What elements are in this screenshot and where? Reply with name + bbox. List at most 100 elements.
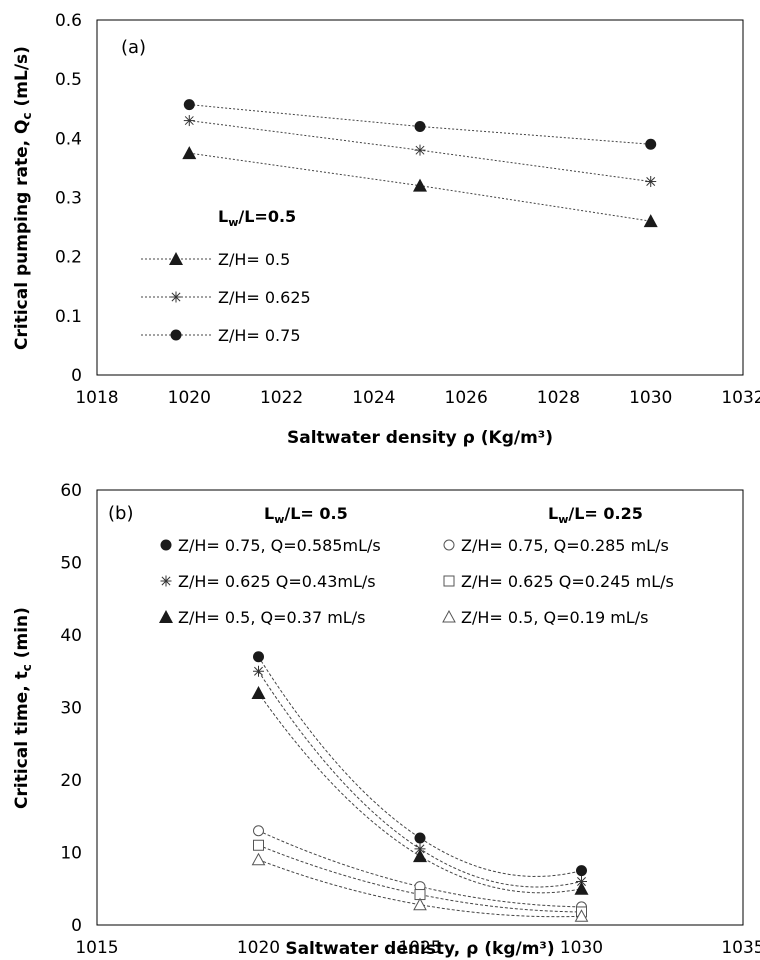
chart-a-legend-title: Lw/L=0.5 [218, 207, 296, 229]
chart-b-point-z-h-0-625-q-0-43ml-s-1020 [253, 665, 264, 677]
chart-b-legend-label-z-h-0-625-q-0-43ml-s: Z/H= 0.625 Q=0.43mL/s [178, 572, 376, 591]
chart-b-x-tick-1015: 1015 [75, 938, 118, 958]
chart-b-point-z-h-0-75-q-0-585ml-s-1020 [253, 651, 264, 663]
chart-a-y-tick-0-6: 0.6 [55, 11, 82, 31]
chart-a-x-tick-1024: 1024 [352, 388, 395, 408]
chart-a-legend-marker-z-h-0-5 [169, 252, 183, 265]
chart-b-trendline-z-h-0-5-q-0-37-ml-s [258, 692, 582, 894]
chart-b-x-tick-1025: 1025 [398, 938, 441, 958]
chart-a-point-z-h-0-625-1030 [645, 176, 657, 188]
chart-a-point-z-h-0-75-1030 [645, 138, 657, 150]
chart-b-series-z-h-0-5-q-0-19-ml-s [251, 852, 589, 922]
chart-b-point-z-h-0-625-q-0-43ml-s-1025 [414, 843, 426, 855]
chart-a-point-z-h-0-75-1025 [414, 121, 426, 132]
chart-b-legend-label-z-h-0-75-q-0-585ml-s: Z/H= 0.75, Q=0.585mL/s [178, 536, 381, 555]
chart-a-legend-title-rest: /L=0.5 [238, 207, 296, 226]
chart-a-x-tick-1022: 1022 [260, 388, 303, 408]
chart-a-x-tick-1030: 1030 [629, 388, 672, 408]
chart-a-x-tick-1018: 1018 [75, 388, 118, 408]
chart-b-y-tick-0: 0 [71, 916, 82, 936]
chart-b-series-z-h-0-75-q-0-585ml-s [253, 651, 587, 877]
chart-b-point-z-h-0-5-q-0-19-ml-s-1030 [574, 909, 589, 922]
chart-a-x-axis-label: Saltwater density ρ (Kg/m³) [287, 428, 553, 448]
chart-b-legend-group-left: Lw/L= 0.5 [264, 504, 348, 526]
chart-b-legend-marker-z-h-0-5-q-0-19-ml-s [442, 609, 456, 623]
chart-a-point-z-h-0-5-1030 [643, 214, 658, 228]
chart-a-line-z-h-0-75 [189, 104, 651, 145]
chart-a-point-z-h-0-625-1020 [183, 115, 195, 127]
chart-b-legend-marker-z-h-0-5-q-0-37-ml-s [159, 610, 173, 623]
chart-b-y-axis-label: Critical time, tc (min) [12, 607, 34, 809]
chart-b-point-z-h-0-75-q-0-585ml-s-1030 [576, 865, 587, 877]
chart-a-y-axis-label-main: Critical pumping rate, Q [12, 120, 32, 350]
chart-b-series [251, 651, 589, 922]
chart-b-y-tick-20: 20 [60, 771, 82, 791]
chart-a: (a) Saltwater density ρ (Kg/m³) Critical… [12, 11, 760, 448]
chart-b-point-z-h-0-75-q-0-585ml-s-1025 [414, 832, 426, 844]
chart-a-y-ticks: 0 0.1 0.2 0.3 0.4 0.5 0.6 [55, 11, 82, 386]
chart-b-point-z-h-0-5-q-0-19-ml-s-1020 [251, 852, 266, 866]
chart-b-y-axis-label-sub: c [20, 664, 34, 671]
chart-b-legend-item-z-h-0-5-q-0-19-ml-s: Z/H= 0.5, Q=0.19 mL/s [442, 608, 648, 627]
chart-b-point-z-h-0-5-q-0-37-ml-s-1030 [574, 881, 589, 895]
chart-b-y-tick-30: 30 [60, 699, 82, 719]
chart-b-x-tick-1020: 1020 [237, 938, 280, 958]
chart-b-legend-group-right-sub: w [558, 513, 568, 526]
chart-a-x-tick-1032: 1032 [721, 388, 760, 408]
chart-a-legend-title-main: L [218, 207, 228, 226]
chart-b-trendline-z-h-0-625-q-0-245-ml-s [258, 844, 582, 913]
chart-b-legend-group-right-main: L [548, 504, 558, 523]
chart-b-y-ticks: 0 10 20 30 40 50 60 [60, 481, 82, 936]
chart-a-y-axis-label: Critical pumping rate, Qc (mL/s) [12, 46, 34, 350]
chart-b-y-tick-50: 50 [60, 554, 82, 574]
chart-b-legend-marker-z-h-0-75-q-0-585ml-s [160, 539, 172, 551]
chart-a-legend-item-z-h-0-5: Z/H= 0.5 [141, 250, 290, 269]
chart-b-legend-label-z-h-0-75-q-0-285-ml-s: Z/H= 0.75, Q=0.285 mL/s [461, 536, 669, 555]
chart-b: (b) Saltwater denisty, ρ (kg/m³) Critica… [12, 481, 760, 959]
chart-a-y-tick-0-1: 0.1 [55, 307, 82, 327]
chart-b-point-z-h-0-5-q-0-37-ml-s-1025 [413, 849, 427, 863]
chart-a-y-tick-0-3: 0.3 [55, 189, 82, 209]
chart-b-y-tick-10: 10 [60, 844, 82, 864]
chart-a-x-tick-1028: 1028 [537, 388, 580, 408]
chart-a-legend-label-z-h-0-625: Z/H= 0.625 [218, 288, 311, 307]
chart-b-panel-label: (b) [108, 503, 133, 524]
chart-a-legend-label-z-h-0-75: Z/H= 0.75 [218, 326, 301, 345]
chart-a-legend-marker-z-h-0-75 [170, 329, 182, 341]
chart-a-point-z-h-0-625-1025 [414, 144, 426, 156]
chart-b-y-tick-60: 60 [60, 481, 82, 501]
chart-a-series [182, 99, 658, 228]
chart-a-legend: Lw/L=0.5 Z/H= 0.5 Z/H= 0.625 Z/H= 0.75 [141, 207, 311, 345]
chart-a-series-z-h-0-5 [182, 146, 658, 228]
chart-b-plot-frame [96, 489, 744, 926]
chart-b-legend-group-left-main: L [264, 504, 274, 523]
chart-b-y-tick-40: 40 [60, 626, 82, 646]
chart-a-legend-title-sub: w [228, 216, 238, 229]
chart-b-point-z-h-0-625-q-0-245-ml-s-1020 [253, 839, 264, 851]
chart-b-legend-group-left-rest: /L= 0.5 [284, 504, 347, 523]
chart-b-x-tick-1030: 1030 [560, 938, 603, 958]
chart-b-series-z-h-0-625-q-0-43ml-s [253, 665, 587, 888]
chart-b-legend-marker-z-h-0-625-q-0-43ml-s [160, 575, 172, 587]
chart-a-y-tick-0-4: 0.4 [55, 129, 82, 149]
chart-b-legend: Lw/L= 0.5 Lw/L= 0.25 Z/H= 0.75, Q=0.585m… [159, 504, 674, 627]
chart-b-legend-group-left-sub: w [274, 513, 284, 526]
chart-b-series-z-h-0-5-q-0-37-ml-s [251, 686, 589, 895]
chart-b-x-ticks: 1015 1020 1025 1030 1035 [75, 938, 760, 958]
chart-a-x-ticks: 1018 1020 1022 1024 1026 1028 1030 1032 [75, 388, 760, 408]
chart-a-legend-marker-z-h-0-625 [170, 291, 182, 303]
chart-b-legend-group-right-rest: /L= 0.25 [568, 504, 643, 523]
chart-b-point-z-h-0-5-q-0-37-ml-s-1020 [251, 686, 266, 699]
chart-b-y-axis-label-unit: (min) [12, 607, 32, 664]
chart-a-x-tick-1020: 1020 [168, 388, 211, 408]
chart-a-point-z-h-0-5-1025 [413, 178, 427, 192]
chart-b-x-tick-1035: 1035 [721, 938, 760, 958]
chart-b-legend-label-z-h-0-5-q-0-37-ml-s: Z/H= 0.5, Q=0.37 mL/s [178, 608, 365, 627]
chart-a-series-z-h-0-75 [183, 99, 657, 150]
chart-b-trendline-z-h-0-75-q-0-585ml-s [258, 656, 582, 877]
chart-a-y-axis-label-unit: (mL/s) [12, 46, 32, 112]
chart-a-x-tick-1026: 1026 [445, 388, 488, 408]
chart-b-legend-marker-z-h-0-75-q-0-285-ml-s [443, 539, 455, 551]
chart-b-legend-item-z-h-0-5-q-0-37-ml-s: Z/H= 0.5, Q=0.37 mL/s [159, 608, 365, 627]
